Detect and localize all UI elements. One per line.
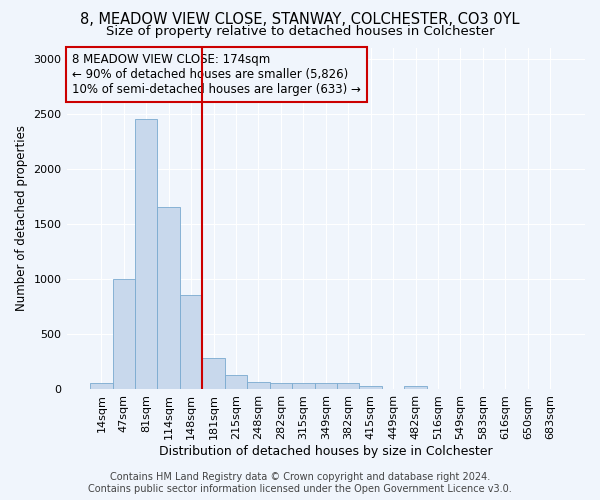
Bar	[157, 207, 180, 389]
Bar	[247, 382, 269, 389]
Text: 8 MEADOW VIEW CLOSE: 174sqm
← 90% of detached houses are smaller (5,826)
10% of : 8 MEADOW VIEW CLOSE: 174sqm ← 90% of det…	[72, 52, 361, 96]
Text: Contains HM Land Registry data © Crown copyright and database right 2024.
Contai: Contains HM Land Registry data © Crown c…	[88, 472, 512, 494]
Bar	[225, 374, 247, 389]
Bar	[337, 384, 359, 389]
Text: Size of property relative to detached houses in Colchester: Size of property relative to detached ho…	[106, 25, 494, 38]
Bar	[180, 296, 202, 389]
Text: 8, MEADOW VIEW CLOSE, STANWAY, COLCHESTER, CO3 0YL: 8, MEADOW VIEW CLOSE, STANWAY, COLCHESTE…	[80, 12, 520, 28]
Bar	[202, 358, 225, 389]
Bar	[404, 386, 427, 389]
Y-axis label: Number of detached properties: Number of detached properties	[15, 125, 28, 311]
Bar	[135, 119, 157, 389]
Bar	[292, 384, 314, 389]
Bar	[90, 384, 113, 389]
Bar	[314, 384, 337, 389]
Bar	[359, 386, 382, 389]
Bar	[269, 384, 292, 389]
Bar	[113, 279, 135, 389]
X-axis label: Distribution of detached houses by size in Colchester: Distribution of detached houses by size …	[159, 444, 493, 458]
